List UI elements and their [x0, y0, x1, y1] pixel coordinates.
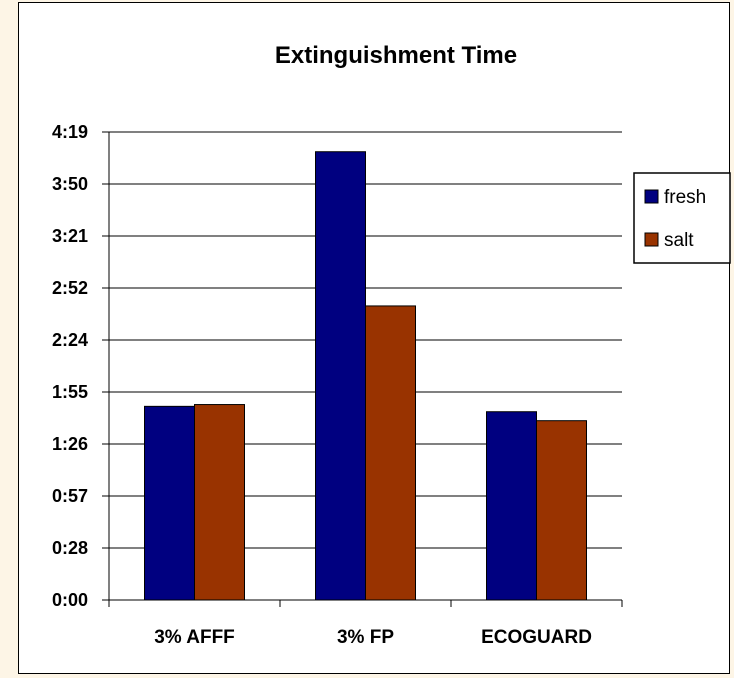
- legend-label-salt: salt: [664, 230, 694, 251]
- y-tick-label: 3:50: [52, 174, 88, 194]
- y-tick-label: 2:52: [52, 278, 88, 298]
- bar-fresh: [315, 151, 366, 601]
- bar-salt: [194, 404, 245, 601]
- x-category-label: 3% FP: [337, 627, 394, 648]
- bar-salt: [365, 305, 416, 601]
- bar-fresh: [144, 405, 195, 601]
- legend: fresh salt: [633, 172, 731, 264]
- x-axis-ticks: 3% AFFF 3% FP ECOGUARD: [108, 600, 623, 648]
- x-category-label: 3% AFFF: [154, 627, 235, 648]
- chart-title: Extinguishment Time: [275, 42, 517, 69]
- axes: [108, 132, 622, 601]
- y-tick-label: 1:26: [52, 434, 88, 454]
- legend-label-fresh: fresh: [664, 187, 706, 208]
- y-tick-label: 3:21: [52, 226, 88, 246]
- y-tick-label: 0:28: [52, 538, 88, 558]
- y-tick-label: 0:00: [52, 590, 88, 610]
- y-tick-label: 1:55: [52, 382, 88, 402]
- y-tick-label: 2:24: [52, 330, 88, 350]
- y-tick-label: 0:57: [52, 486, 88, 506]
- bar-fresh: [486, 411, 537, 601]
- legend-swatch-fresh: [644, 189, 659, 204]
- legend-swatch-salt: [644, 232, 659, 247]
- y-axis-ticks: 0:00 0:28 0:57 1:26 1:55 2:24 2:52 3:21 3:50 4:19: [52, 122, 109, 610]
- bars: [144, 151, 587, 601]
- y-tick-label: 4:19: [52, 122, 88, 142]
- bar-salt: [536, 420, 587, 601]
- x-category-label: ECOGUARD: [481, 627, 592, 648]
- legend-box: [633, 172, 731, 264]
